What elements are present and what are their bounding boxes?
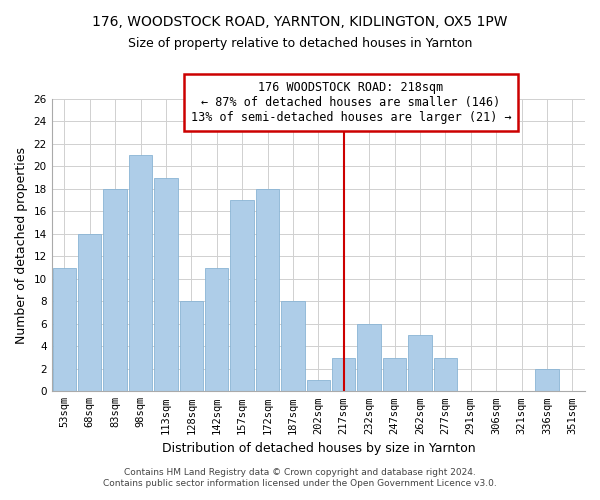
Bar	[78, 234, 101, 392]
Bar	[205, 268, 229, 392]
Bar	[103, 189, 127, 392]
Bar	[383, 358, 406, 392]
Bar	[408, 335, 431, 392]
Bar	[256, 189, 279, 392]
Bar	[307, 380, 330, 392]
X-axis label: Distribution of detached houses by size in Yarnton: Distribution of detached houses by size …	[161, 442, 475, 455]
Bar	[53, 268, 76, 392]
Text: Size of property relative to detached houses in Yarnton: Size of property relative to detached ho…	[128, 38, 472, 51]
Bar	[358, 324, 381, 392]
Text: 176 WOODSTOCK ROAD: 218sqm
← 87% of detached houses are smaller (146)
13% of sem: 176 WOODSTOCK ROAD: 218sqm ← 87% of deta…	[191, 81, 511, 124]
Y-axis label: Number of detached properties: Number of detached properties	[15, 146, 28, 344]
Text: Contains HM Land Registry data © Crown copyright and database right 2024.
Contai: Contains HM Land Registry data © Crown c…	[103, 468, 497, 487]
Bar	[332, 358, 355, 392]
Bar	[535, 369, 559, 392]
Bar	[179, 302, 203, 392]
Bar	[154, 178, 178, 392]
Bar	[230, 200, 254, 392]
Bar	[281, 302, 305, 392]
Text: 176, WOODSTOCK ROAD, YARNTON, KIDLINGTON, OX5 1PW: 176, WOODSTOCK ROAD, YARNTON, KIDLINGTON…	[92, 15, 508, 29]
Bar	[129, 155, 152, 392]
Bar	[434, 358, 457, 392]
